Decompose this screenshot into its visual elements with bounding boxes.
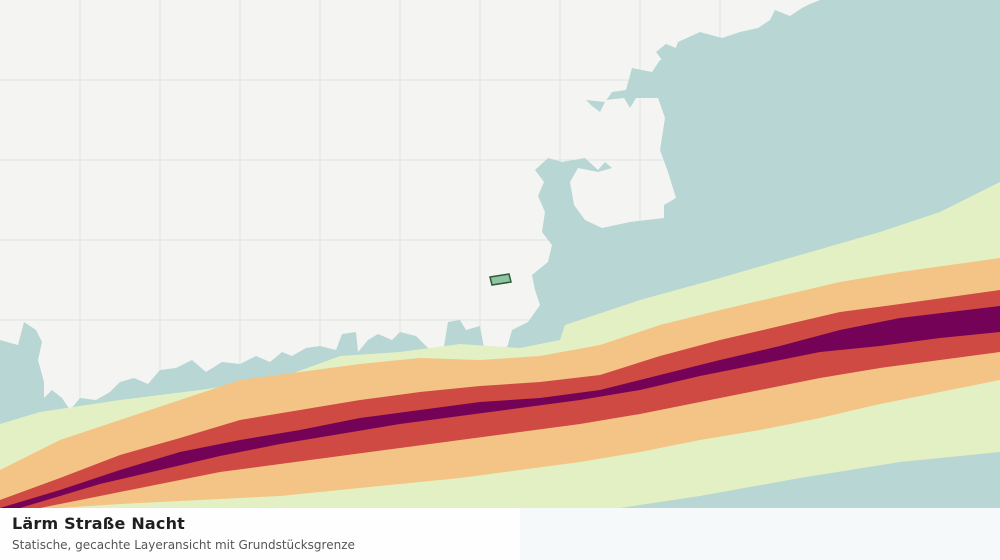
layer-title: Lärm Straße Nacht — [12, 514, 186, 533]
water-left-shore — [0, 320, 514, 424]
water-lower-right — [620, 452, 1000, 508]
layer-caption: Lärm Straße Nacht Statische, gecachte La… — [0, 508, 1000, 560]
noise-band-high — [0, 306, 1000, 508]
property-boundary[interactable] — [489, 273, 512, 286]
water-lake — [656, 44, 676, 60]
layer-subtitle: Statische, gecachte Layeransicht mit Gru… — [12, 538, 355, 552]
noise-band-mid — [0, 290, 1000, 508]
